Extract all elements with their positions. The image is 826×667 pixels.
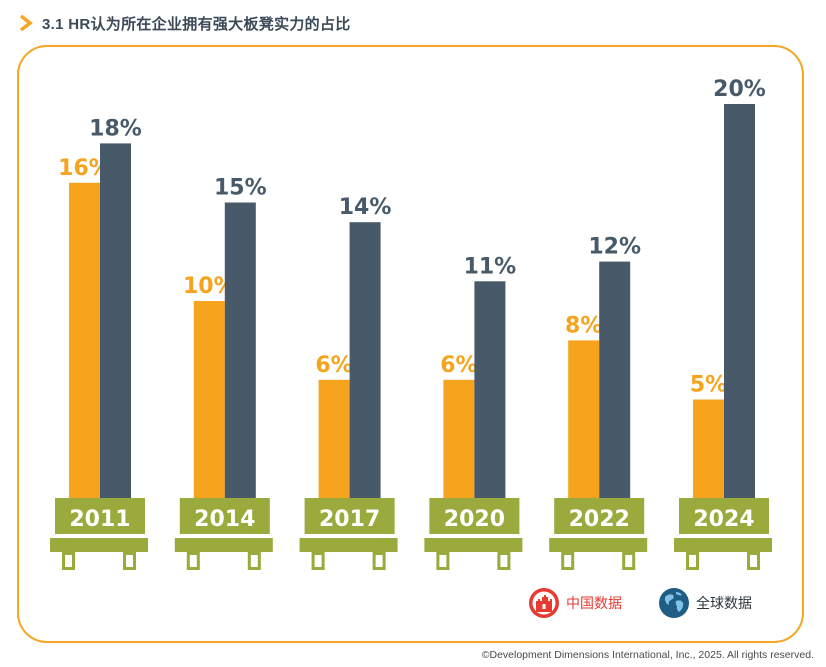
bar-china-2011 bbox=[69, 182, 100, 499]
chart-frame bbox=[17, 45, 804, 643]
legend-item-china: 中国数据 bbox=[528, 587, 622, 619]
bar-china-2020 bbox=[443, 379, 475, 498]
category-label-2014: 2014 bbox=[194, 507, 255, 532]
copyright-footer: ©Development Dimensions International, I… bbox=[481, 649, 814, 661]
bench-top-2017 bbox=[304, 498, 395, 534]
globe-icon bbox=[659, 588, 689, 618]
data-label-china-2020: 6% bbox=[440, 353, 477, 378]
category-label-2011: 2011 bbox=[69, 507, 130, 532]
category-label-2022: 2022 bbox=[569, 507, 630, 532]
bench-seat-2017 bbox=[299, 538, 398, 552]
data-label-global-2020: 11% bbox=[464, 254, 517, 279]
bench-leg-left-inner-2017 bbox=[314, 555, 322, 567]
bench-seat-2022 bbox=[549, 538, 648, 552]
data-label-china-2017: 6% bbox=[315, 353, 352, 378]
data-label-china-2022: 8% bbox=[565, 313, 602, 338]
bar-global-2014 bbox=[224, 202, 256, 498]
bench-leg-right-inner-2017 bbox=[375, 555, 383, 567]
bench-leg-left-inner-2020 bbox=[439, 555, 447, 567]
bar-china-2024 bbox=[693, 399, 724, 498]
category-label-2020: 2020 bbox=[444, 507, 505, 532]
bench-seat-2024 bbox=[674, 538, 772, 552]
bar-global-2024 bbox=[724, 104, 755, 498]
bar-china-2014 bbox=[193, 301, 225, 498]
bench-seat-2011 bbox=[50, 538, 148, 552]
bench-top-2020 bbox=[429, 498, 520, 534]
bench-leg-left-inner-2011 bbox=[65, 555, 72, 567]
bench-leg-right-inner-2020 bbox=[500, 555, 508, 567]
bench-top-2014 bbox=[179, 498, 270, 534]
bar-global-2011 bbox=[100, 143, 131, 498]
data-label-global-2011: 18% bbox=[89, 116, 142, 141]
bar-global-2020 bbox=[474, 281, 506, 498]
bench-top-2022 bbox=[554, 498, 645, 534]
data-label-global-2022: 12% bbox=[588, 235, 641, 260]
bench-leg-left-inner-2022 bbox=[564, 555, 572, 567]
bar-china-2022 bbox=[568, 340, 600, 498]
section-header: 3.1 HR认为所在企业拥有强大板凳实力的占比 bbox=[18, 9, 351, 37]
bench-leg-right-inner-2024 bbox=[750, 555, 757, 567]
data-label-global-2017: 14% bbox=[339, 195, 392, 220]
bench-leg-left-inner-2024 bbox=[689, 555, 696, 567]
category-label-2017: 2017 bbox=[319, 507, 380, 532]
legend-label-china: 中国数据 bbox=[566, 595, 622, 611]
bench-leg-right-inner-2022 bbox=[625, 555, 633, 567]
bar-global-2017 bbox=[349, 222, 381, 498]
bar-global-2022 bbox=[599, 261, 631, 498]
bench-seat-2014 bbox=[174, 538, 273, 552]
bench-top-2011 bbox=[55, 498, 145, 534]
bench-leg-right-inner-2014 bbox=[250, 555, 258, 567]
legend-item-global: 全球数据 bbox=[658, 587, 752, 619]
legend-label-global: 全球数据 bbox=[696, 595, 752, 611]
category-label-2024: 2024 bbox=[693, 507, 754, 532]
data-label-global-2014: 15% bbox=[214, 176, 267, 201]
bench-seat-2020 bbox=[424, 538, 523, 552]
bench-top-2024 bbox=[679, 498, 769, 534]
chevron-right-icon bbox=[19, 14, 33, 32]
chart-title: 3.1 HR认为所在企业拥有强大板凳实力的占比 bbox=[42, 15, 351, 33]
bar-china-2017 bbox=[318, 379, 350, 498]
data-label-china-2024: 5% bbox=[690, 373, 727, 398]
data-label-global-2024: 20% bbox=[713, 77, 766, 102]
bench-leg-left-inner-2014 bbox=[189, 555, 197, 567]
bench-leg-right-inner-2011 bbox=[126, 555, 133, 567]
china-wall-icon bbox=[529, 588, 559, 618]
